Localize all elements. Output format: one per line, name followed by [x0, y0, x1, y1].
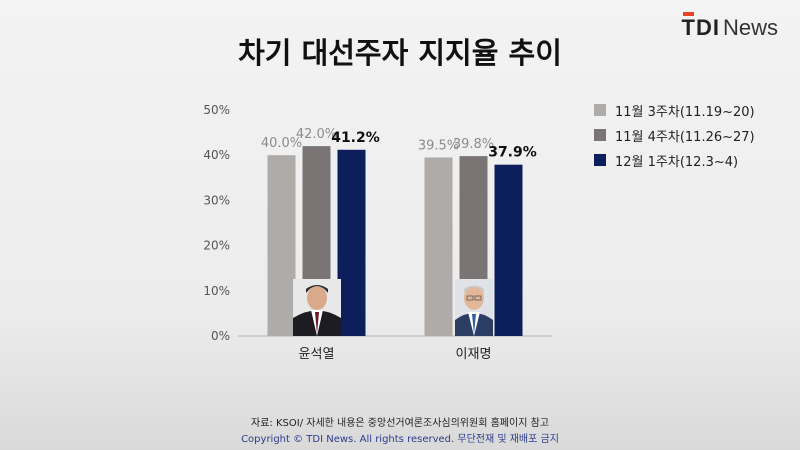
data-label: 41.2% [331, 130, 380, 146]
y-tick-label: 0% [211, 329, 230, 343]
legend-label: 12월 1주차(12.3~4) [615, 154, 739, 170]
candidate-photo-yoon [293, 279, 341, 336]
logo-accent [682, 12, 694, 16]
copyright-note: Copyright © TDI News. All rights reserve… [241, 434, 559, 445]
legend: 11월 3주차(11.19~20) 11월 4주차(11.26~27) 12월 1주… [594, 98, 755, 173]
logo: TDI News [681, 12, 778, 41]
legend-item: 12월 1주차(12.3~4) [594, 148, 755, 172]
candidate-photo-lee [455, 279, 493, 336]
bar [424, 157, 453, 336]
legend-item: 11월 4주차(11.26~27) [594, 123, 755, 147]
legend-swatch [594, 154, 606, 166]
legend-swatch [594, 129, 606, 141]
legend-item: 11월 3주차(11.19~20) [594, 98, 755, 122]
legend-label: 11월 4주차(11.26~27) [615, 129, 755, 145]
data-label: 39.8% [453, 137, 494, 152]
bar [337, 149, 366, 336]
chart-title: 차기 대선주자 지지율 추이 [238, 36, 562, 70]
bar [494, 164, 523, 336]
legend-swatch [594, 104, 606, 116]
legend-label: 11월 3주차(11.19~20) [615, 104, 755, 120]
y-tick-label: 10% [203, 284, 230, 298]
y-tick-label: 50% [203, 103, 230, 117]
data-label: 39.5% [418, 138, 459, 153]
data-label: 37.9% [488, 145, 537, 161]
category-label: 윤석열 [299, 347, 335, 362]
y-tick-label: 20% [203, 239, 230, 253]
bar [267, 155, 296, 336]
logo-news: News [722, 15, 778, 40]
source-note: 자료: KSOI/ 자세한 내용은 중앙선거여론조사심의위원회 홈페이지 참고 [251, 418, 549, 429]
category-label: 이재명 [456, 347, 492, 362]
data-label: 40.0% [261, 136, 302, 151]
y-tick-label: 40% [203, 148, 230, 162]
y-tick-label: 30% [203, 193, 230, 207]
logo-tdi: TDI [681, 15, 720, 40]
data-label: 42.0% [296, 127, 337, 142]
